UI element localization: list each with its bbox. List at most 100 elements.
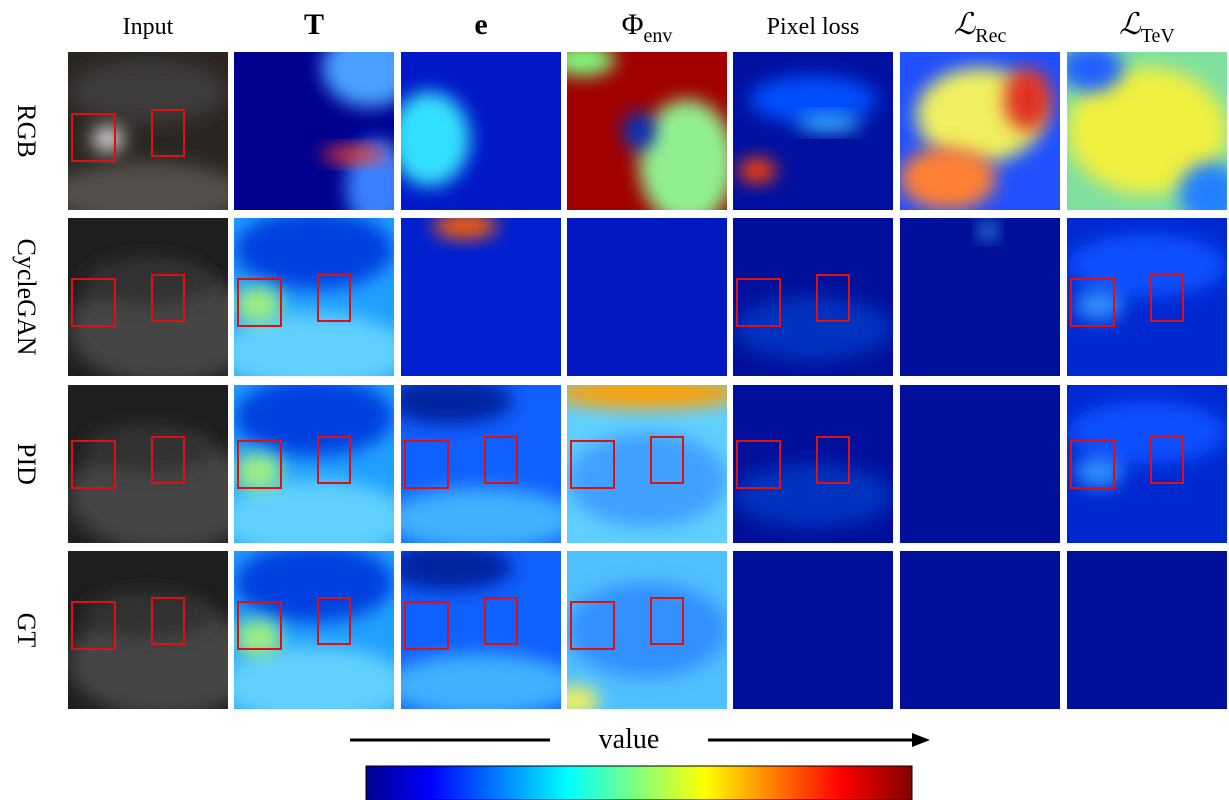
panel-bg: [567, 218, 727, 376]
column-header: Pixel loss: [767, 14, 860, 40]
panel-bg: [401, 218, 561, 376]
panel-blob: [218, 646, 410, 725]
column-header: Input: [123, 14, 174, 40]
panel-blob: [623, 112, 655, 150]
panel: [1067, 551, 1227, 709]
arrow-head: [912, 733, 930, 747]
panel-blob: [567, 583, 727, 678]
panel-blob: [52, 163, 244, 226]
panel-blob: [385, 377, 513, 424]
panel: [551, 44, 735, 226]
column-header: Φenv: [622, 8, 673, 47]
panel: [52, 52, 244, 226]
panel-blob: [84, 591, 212, 638]
panel: [900, 52, 1060, 210]
column-header: ℒTeV: [1119, 8, 1175, 47]
panel-blob: [1067, 234, 1227, 297]
panel-bg: [1067, 551, 1227, 709]
colorbar-label: value: [599, 724, 660, 755]
panel-blob: [84, 425, 212, 472]
panel-blob: [1067, 401, 1227, 464]
panel-blob: [385, 488, 577, 551]
column-header-sub: TeV: [1141, 25, 1176, 47]
column-header-main: e: [474, 8, 487, 41]
panel-blob: [567, 432, 727, 527]
panel: [218, 543, 410, 725]
column-header-main: Pixel loss: [767, 14, 860, 40]
panel-blob: [733, 464, 893, 527]
panel-blob: [234, 377, 394, 456]
panel: [551, 377, 743, 543]
column-header: e: [474, 8, 487, 41]
row-label: PID: [12, 443, 41, 485]
panel-bg: [900, 218, 1060, 376]
panel-blob: [84, 258, 212, 305]
panel-blob: [218, 480, 410, 559]
panel-blob: [733, 297, 893, 360]
panel: [234, 28, 418, 233]
panel-blob: [639, 99, 735, 225]
panel: [385, 543, 577, 717]
panel-blob: [234, 543, 394, 622]
column-header-main: T: [304, 8, 324, 41]
panel: [385, 377, 577, 551]
panel-blob: [1059, 44, 1123, 91]
column-header-sub: env: [644, 25, 673, 47]
panel-blob: [1075, 289, 1123, 321]
panel: [390, 52, 561, 210]
panel: [733, 218, 893, 376]
panel: [551, 551, 727, 717]
panel-blob: [1075, 456, 1123, 488]
panel-bg: [733, 52, 893, 210]
panel-blob: [738, 158, 776, 183]
column-header-main: Input: [123, 14, 174, 40]
panel: [1067, 218, 1227, 376]
column-header: ℒRec: [954, 8, 1007, 47]
panel: [733, 52, 893, 210]
column-header-main: Φ: [622, 8, 644, 41]
panel-blob: [551, 377, 743, 409]
panel-blob: [92, 126, 124, 151]
panel-blob: [900, 147, 996, 210]
panel-blob: [433, 213, 497, 238]
panel: [218, 377, 410, 559]
panel: [900, 218, 1060, 376]
panel-bg: [900, 551, 1060, 709]
panel-blob: [322, 147, 386, 163]
panel: [900, 551, 1060, 709]
row-label: CycleGAN: [12, 239, 41, 356]
row-label: GT: [12, 613, 41, 648]
panel: [1059, 44, 1229, 226]
colorbar: [366, 766, 912, 800]
panel: [68, 385, 260, 551]
panel: [68, 551, 260, 717]
column-header-main: ℒ: [1119, 8, 1142, 41]
panel: [567, 218, 727, 376]
panel-blob: [385, 654, 577, 717]
column-header-main: ℒ: [954, 8, 977, 41]
panel-blob: [234, 286, 282, 324]
row-label: RGB: [12, 104, 41, 157]
panel-blob: [980, 223, 996, 239]
panel-blob: [390, 91, 470, 186]
panel-blob: [1004, 68, 1052, 131]
panel: [1067, 385, 1227, 543]
panel: [401, 213, 561, 376]
panel-blob: [385, 543, 513, 590]
panel: [733, 385, 893, 543]
panel-blob: [234, 210, 394, 289]
panel-blob: [749, 76, 877, 123]
panel-blob: [234, 619, 282, 657]
column-header: T: [304, 8, 324, 41]
panel: [733, 551, 893, 709]
panel: [218, 210, 410, 392]
panel-bg: [900, 385, 1060, 543]
panel-blob: [234, 453, 282, 491]
panel: [900, 385, 1060, 543]
figure: value InputTeΦenvPixel lossℒRecℒTeVRGBCy…: [0, 0, 1229, 800]
column-header-sub: Rec: [975, 25, 1006, 47]
panel-blob: [218, 313, 410, 392]
panel-bg: [733, 551, 893, 709]
panel-blob: [797, 115, 861, 131]
panel: [68, 218, 260, 384]
